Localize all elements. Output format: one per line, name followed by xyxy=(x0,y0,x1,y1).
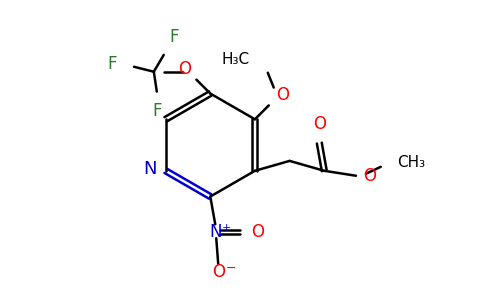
Text: +: + xyxy=(222,223,231,233)
Text: N: N xyxy=(143,160,157,178)
Text: F: F xyxy=(107,55,117,73)
Text: CH₃: CH₃ xyxy=(397,155,426,170)
Text: N: N xyxy=(209,223,222,241)
Text: O: O xyxy=(363,167,376,185)
Text: O: O xyxy=(251,223,264,241)
Text: O: O xyxy=(179,60,192,78)
Text: H₃C: H₃C xyxy=(222,52,250,67)
Text: O: O xyxy=(313,115,326,133)
Text: F: F xyxy=(152,102,162,120)
Text: F: F xyxy=(169,28,179,46)
Text: O: O xyxy=(276,85,289,103)
Text: O: O xyxy=(212,263,225,281)
Text: −: − xyxy=(226,262,237,275)
